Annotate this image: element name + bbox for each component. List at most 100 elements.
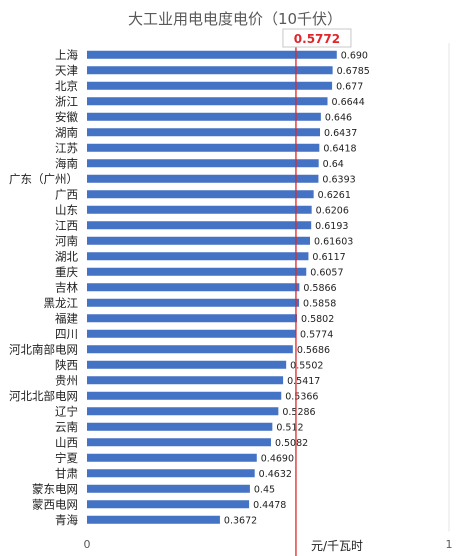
category-label: 河北南部电网 [9, 342, 78, 356]
value-label: 0.6261 [318, 190, 351, 201]
bar [87, 174, 319, 183]
category-label: 江苏 [55, 141, 78, 155]
bar [87, 190, 314, 199]
value-label: 0.61603 [314, 236, 353, 247]
bar [87, 205, 312, 214]
value-label: 0.512 [276, 422, 303, 433]
category-label: 山东 [55, 203, 78, 217]
value-label: 0.5774 [300, 329, 333, 340]
category-label: 云南 [55, 420, 78, 434]
category-label: 广西 [55, 187, 78, 201]
category-label: 陕西 [55, 358, 78, 372]
category-label: 江西 [55, 218, 78, 232]
category-label: 吉林 [55, 280, 78, 294]
category-label: 河北北部电网 [9, 389, 78, 403]
x-axis: 0 1 元/千瓦时 [84, 538, 453, 553]
value-label: 0.6206 [316, 205, 349, 216]
value-label: 0.6785 [337, 66, 370, 77]
value-labels: 0.690 0.6785 0.677 0.6644 0.646 0.6437 0.6418 0… [224, 50, 370, 526]
value-label: 0.6193 [315, 221, 348, 232]
bar [87, 484, 250, 493]
category-label: 贵州 [55, 373, 78, 387]
value-label: 0.5417 [287, 376, 320, 387]
category-label: 湖北 [55, 249, 78, 263]
value-label: 0.6644 [332, 97, 365, 108]
category-label: 湖南 [55, 125, 78, 139]
bar [87, 360, 287, 369]
bar [87, 252, 309, 261]
category-label: 安徽 [55, 110, 78, 124]
value-label: 0.5858 [303, 298, 336, 309]
bar [87, 500, 250, 509]
value-label: 0.6437 [324, 128, 357, 139]
category-label: 黑龙江 [44, 296, 79, 310]
bar [87, 407, 279, 416]
value-label: 0.5366 [285, 391, 318, 402]
value-label: 0.4632 [259, 469, 292, 480]
value-label: 0.45 [254, 484, 275, 495]
reference-label: 0.5772 [294, 32, 340, 46]
value-label: 0.3672 [224, 515, 257, 526]
value-label: 0.5802 [301, 314, 334, 325]
bars [87, 50, 337, 524]
category-label: 四川 [55, 327, 78, 341]
bar [87, 97, 328, 106]
value-label: 0.6393 [322, 174, 355, 185]
bar [87, 376, 284, 385]
bar [87, 283, 300, 292]
reference-label-box [282, 28, 352, 48]
category-label: 天津 [55, 63, 78, 77]
category-labels: 上海天津北京浙江安徽湖南江苏海南广东（广州）广西山东江西河南湖北重庆吉林黑龙江福… [9, 48, 78, 527]
reference-line-group: 0.5772 [282, 28, 352, 556]
bar [87, 267, 307, 276]
category-label: 浙江 [55, 94, 78, 108]
bar [87, 391, 282, 400]
category-label: 北京 [55, 79, 78, 93]
bar [87, 422, 273, 431]
value-label: 0.5082 [275, 438, 308, 449]
category-label: 山西 [55, 435, 78, 449]
bar [87, 453, 257, 462]
value-label: 0.690 [341, 50, 368, 61]
bar [87, 515, 220, 524]
value-label: 0.5866 [303, 283, 336, 294]
value-label: 0.6057 [310, 267, 343, 278]
x-tick-label: 0 [84, 538, 91, 551]
bar [87, 159, 319, 168]
bar [87, 236, 311, 245]
category-label: 河南 [55, 234, 78, 248]
value-label: 0.5502 [290, 360, 323, 371]
value-label: 0.6418 [323, 143, 356, 154]
bar [87, 112, 321, 121]
x-tick-label: 1 [446, 538, 453, 551]
value-label: 0.6117 [312, 252, 345, 263]
category-label: 宁夏 [55, 451, 78, 465]
bar [87, 143, 320, 152]
bar [87, 128, 321, 137]
x-axis-title: 元/千瓦时 [311, 539, 363, 553]
value-label: 0.5686 [297, 345, 330, 356]
category-label: 甘肃 [55, 466, 78, 480]
chart-title: 大工业用电电度电价（10千伏） [128, 10, 342, 28]
bar [87, 221, 312, 230]
value-label: 0.4478 [253, 500, 286, 511]
value-label: 0.64 [323, 159, 344, 170]
bar [87, 66, 333, 75]
bar [87, 329, 297, 338]
bar [87, 81, 333, 90]
category-label: 蒙东电网 [32, 482, 78, 496]
category-label: 福建 [55, 311, 78, 325]
category-label: 青海 [55, 513, 78, 527]
bar [87, 345, 293, 354]
value-label: 0.5286 [282, 407, 315, 418]
bar [87, 469, 255, 478]
value-label: 0.646 [325, 112, 352, 123]
bar [87, 438, 271, 447]
category-label: 海南 [55, 156, 78, 170]
bar [87, 314, 298, 323]
category-label: 广东（广州） [9, 172, 78, 186]
bar [87, 298, 300, 307]
category-label: 蒙西电网 [32, 497, 78, 511]
